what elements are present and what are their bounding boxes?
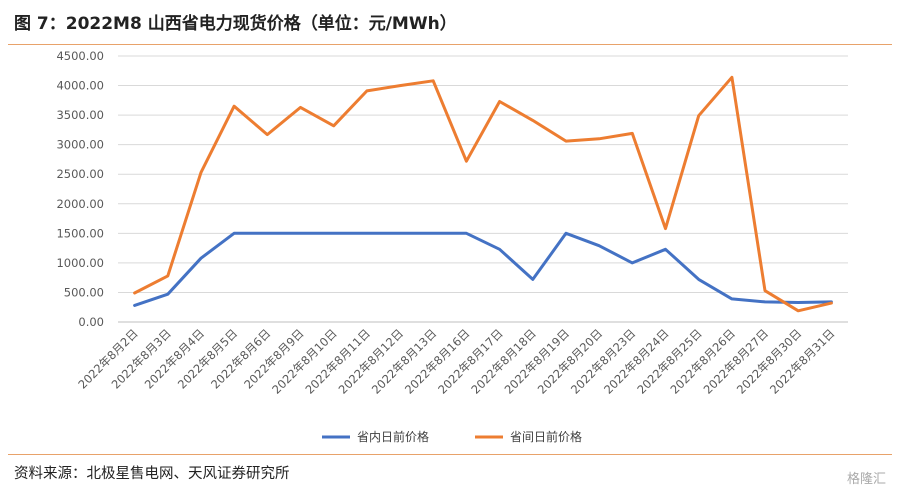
y-tick-label: 4500.00: [56, 49, 104, 63]
legend-label: 省内日前价格: [357, 429, 429, 444]
x-axis-ticks: 2022年8月2日2022年8月3日2022年8月4日2022年8月5日2022…: [75, 326, 837, 397]
footer-divider: [8, 454, 892, 455]
y-tick-label: 3000.00: [56, 138, 104, 152]
y-tick-label: 1000.00: [56, 256, 104, 270]
series-lines: [133, 75, 833, 313]
y-tick-label: 4000.00: [56, 79, 104, 93]
legend: 省内日前价格 省间日前价格: [322, 429, 582, 444]
grid-lines: [118, 55, 848, 323]
y-tick-label: 2000.00: [56, 197, 104, 211]
series-line: [133, 231, 833, 307]
y-tick-label: 500.00: [64, 285, 104, 299]
title-divider: [8, 44, 892, 45]
y-tick-label: 1500.00: [56, 226, 104, 240]
series-line: [133, 75, 833, 313]
y-tick-label: 2500.00: [56, 167, 104, 181]
source-note: 资料来源：北极星售电网、天风证券研究所: [14, 466, 290, 482]
y-tick-label: 0.00: [78, 315, 104, 329]
y-axis-ticks: 0.00 500.00 1000.00 1500.00 2000.00 2500.00 30…: [56, 49, 104, 329]
page-title: 图 7：2022M8 山西省电力现货价格（单位：元/MWh）: [14, 14, 457, 34]
y-tick-label: 3500.00: [56, 108, 104, 122]
watermark-logo: 格隆汇: [846, 472, 886, 487]
legend-label: 省间日前价格: [510, 429, 582, 444]
